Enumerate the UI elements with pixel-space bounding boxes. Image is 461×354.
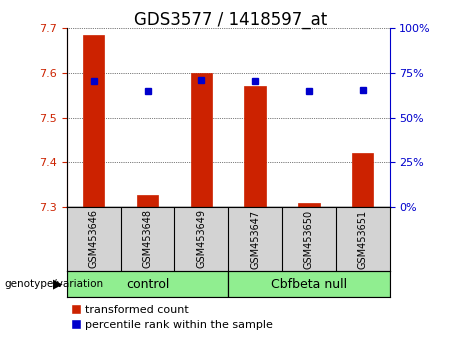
Text: GSM453651: GSM453651	[358, 209, 368, 269]
Text: Cbfbeta null: Cbfbeta null	[271, 278, 347, 291]
Text: GSM453649: GSM453649	[196, 210, 207, 268]
Bar	[228, 271, 390, 297]
Text: genotype/variation: genotype/variation	[5, 279, 104, 289]
Bar	[244, 86, 266, 207]
Bar	[83, 35, 105, 207]
Text: GSM453647: GSM453647	[250, 209, 260, 269]
Bar	[352, 154, 373, 207]
Text: ▶: ▶	[53, 278, 62, 291]
Bar	[67, 271, 228, 297]
Bar	[298, 202, 319, 207]
Text: GSM453650: GSM453650	[304, 209, 314, 269]
Text: GSM453646: GSM453646	[89, 210, 99, 268]
Text: GDS3577 / 1418597_at: GDS3577 / 1418597_at	[134, 11, 327, 29]
Bar	[190, 73, 212, 207]
Text: GSM453648: GSM453648	[142, 210, 153, 268]
Bar	[137, 195, 158, 207]
Legend: transformed count, percentile rank within the sample: transformed count, percentile rank withi…	[67, 301, 277, 335]
Text: control: control	[126, 278, 169, 291]
